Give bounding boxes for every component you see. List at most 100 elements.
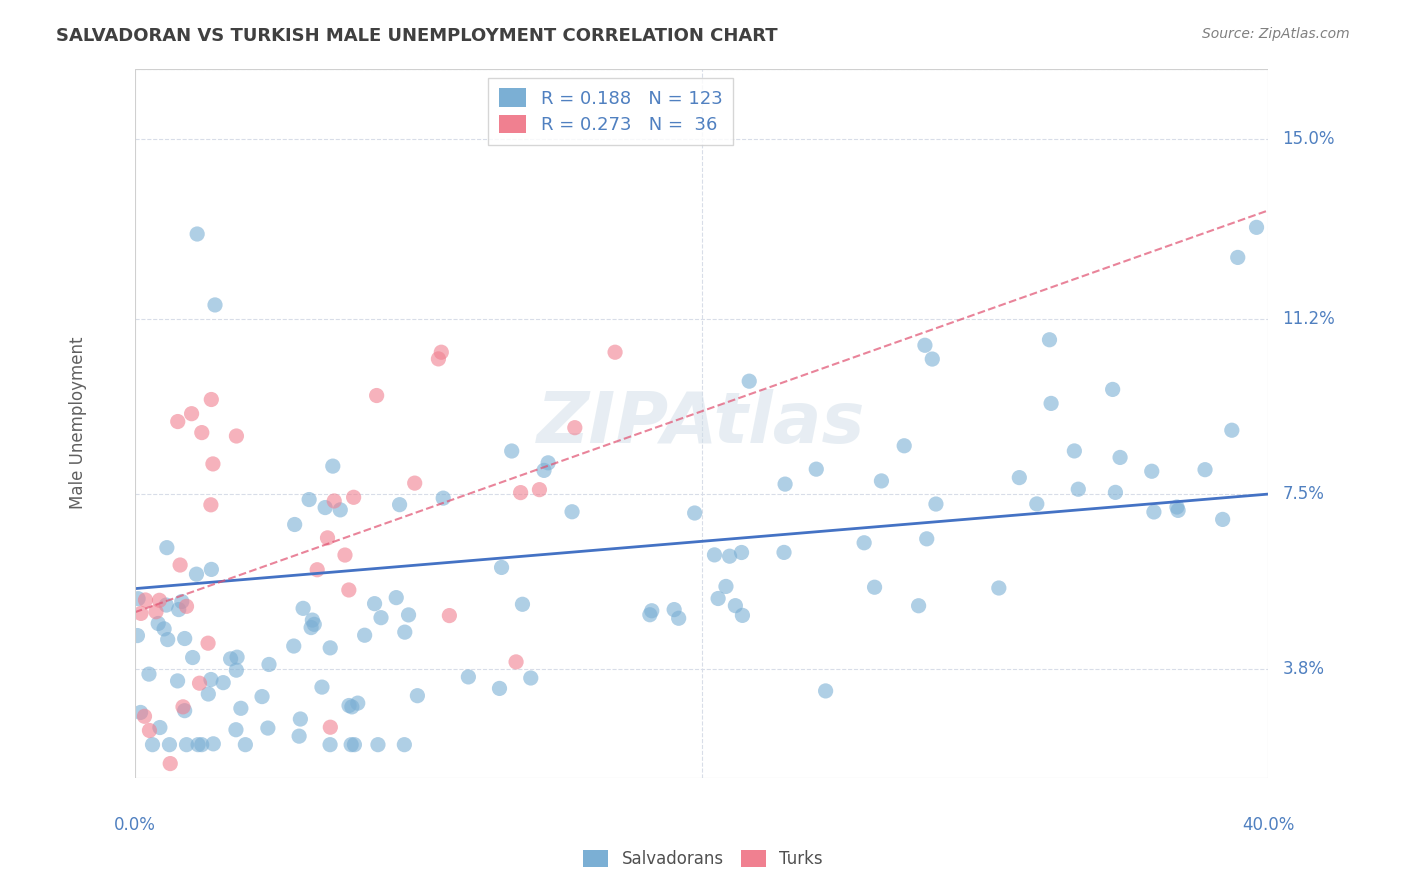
Point — [173, 632, 195, 646]
Point — [148, 616, 170, 631]
Point — [512, 597, 534, 611]
Point — [307, 563, 329, 577]
Point — [229, 701, 252, 715]
Point — [212, 675, 235, 690]
Point — [159, 738, 181, 752]
Point — [915, 532, 938, 546]
Point — [703, 548, 725, 562]
Point — [367, 738, 389, 752]
Point — [290, 712, 312, 726]
Point — [340, 699, 363, 714]
Text: 15.0%: 15.0% — [1282, 130, 1336, 148]
Point — [202, 737, 225, 751]
Point — [921, 352, 943, 367]
Point — [155, 598, 177, 612]
Point — [987, 581, 1010, 595]
Point — [1143, 505, 1166, 519]
Point — [394, 738, 416, 752]
Point — [225, 663, 247, 677]
Point — [370, 610, 392, 624]
Point — [718, 549, 741, 564]
Point — [129, 706, 152, 720]
Point — [1067, 482, 1090, 496]
Point — [1212, 512, 1234, 526]
Point — [366, 388, 388, 402]
Point — [235, 738, 257, 752]
Point — [1166, 500, 1188, 514]
Point — [398, 607, 420, 622]
Point — [322, 459, 344, 474]
Point — [638, 607, 661, 622]
Point — [166, 673, 188, 688]
Point — [738, 374, 761, 388]
Text: 3.8%: 3.8% — [1282, 660, 1324, 678]
Point — [201, 457, 224, 471]
Point — [219, 652, 242, 666]
Point — [1025, 497, 1047, 511]
Point — [323, 494, 346, 508]
Point — [333, 548, 356, 562]
Point — [319, 738, 342, 752]
Point — [363, 597, 385, 611]
Point — [225, 429, 247, 443]
Point — [925, 497, 948, 511]
Point — [226, 650, 249, 665]
Point — [863, 580, 886, 594]
Point — [190, 738, 212, 752]
Point — [893, 439, 915, 453]
Point — [172, 699, 194, 714]
Point — [806, 462, 828, 476]
Point — [319, 720, 342, 734]
Legend: Salvadorans, Turks: Salvadorans, Turks — [576, 843, 830, 875]
Point — [311, 680, 333, 694]
Point — [714, 579, 737, 593]
Point — [662, 602, 685, 616]
Point — [346, 696, 368, 710]
Point — [1104, 485, 1126, 500]
Point — [173, 704, 195, 718]
Point — [187, 738, 209, 752]
Point — [1220, 423, 1243, 437]
Point — [1140, 464, 1163, 478]
Point — [149, 721, 172, 735]
Text: ZIPAtlas: ZIPAtlas — [537, 389, 866, 458]
Point — [353, 628, 375, 642]
Point — [250, 690, 273, 704]
Point — [257, 657, 280, 672]
Point — [343, 491, 366, 505]
Point — [283, 639, 305, 653]
Point — [668, 611, 690, 625]
Point — [432, 491, 454, 505]
Point — [340, 738, 363, 752]
Point — [257, 721, 280, 735]
Point — [145, 605, 167, 619]
Point — [870, 474, 893, 488]
Point — [316, 531, 339, 545]
Text: 0.0%: 0.0% — [114, 815, 156, 834]
Point — [167, 602, 190, 616]
Point — [1063, 444, 1085, 458]
Point — [186, 567, 208, 582]
Point — [200, 392, 222, 407]
Point — [153, 622, 176, 636]
Point — [138, 667, 160, 681]
Point — [292, 601, 315, 615]
Point — [773, 477, 796, 491]
Point — [156, 632, 179, 647]
Point — [385, 591, 408, 605]
Point — [404, 476, 426, 491]
Point — [430, 345, 453, 359]
Point — [197, 687, 219, 701]
Point — [343, 738, 366, 752]
Point — [176, 599, 198, 614]
Point — [914, 338, 936, 352]
Point — [200, 673, 222, 687]
Point — [169, 558, 191, 572]
Point — [1167, 503, 1189, 517]
Point — [170, 594, 193, 608]
Point — [509, 485, 531, 500]
Point — [138, 723, 160, 738]
Point — [731, 608, 754, 623]
Point — [1109, 450, 1132, 465]
Point — [724, 599, 747, 613]
